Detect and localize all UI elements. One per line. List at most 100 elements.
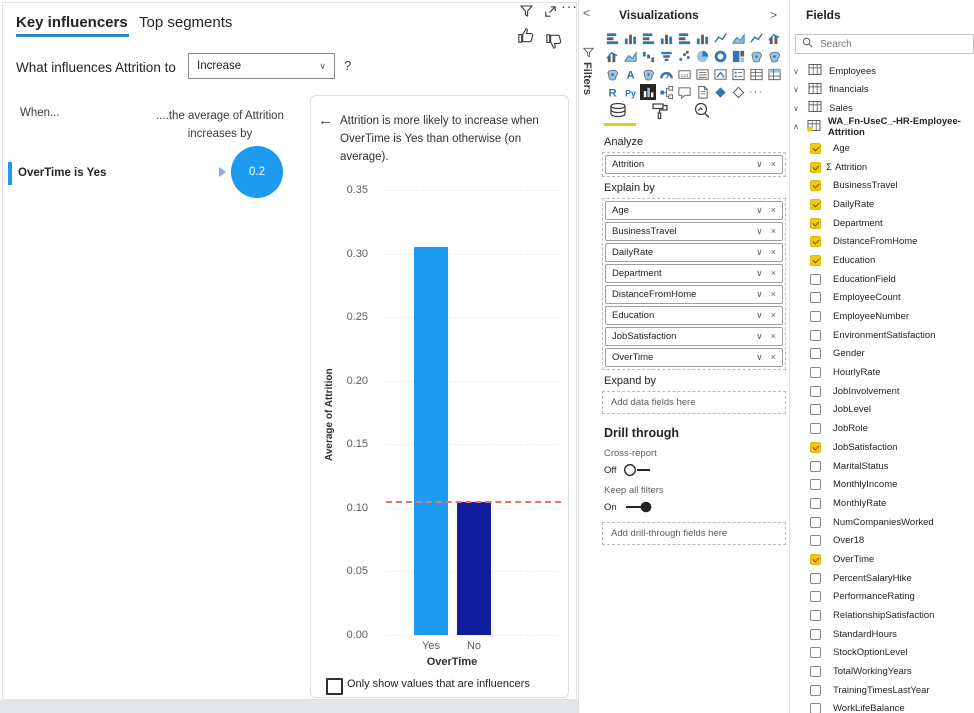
field-row[interactable]: BusinessTravel [790, 176, 974, 195]
q-and-a-icon[interactable] [676, 84, 692, 100]
chevron-down-icon[interactable]: ∨ [756, 331, 763, 341]
remove-field-icon[interactable]: × [770, 159, 776, 169]
unchecked-checkbox[interactable] [810, 460, 821, 472]
search-input[interactable] [818, 37, 942, 51]
fields-pane-tab[interactable] [608, 101, 628, 126]
more-options-icon[interactable]: ··· [749, 86, 763, 98]
cross-report-toggle[interactable]: Off [604, 463, 786, 477]
field-row[interactable]: OverTime [790, 550, 974, 569]
power-apps-icon[interactable] [712, 84, 728, 100]
funnel-chart-icon[interactable] [658, 48, 674, 64]
field-row[interactable]: PerformanceRating [790, 588, 974, 607]
tab-key-influencers[interactable]: Key influencers [16, 14, 128, 31]
unchecked-checkbox[interactable] [810, 535, 821, 547]
remove-field-icon[interactable]: × [770, 310, 776, 320]
unchecked-checkbox[interactable] [810, 647, 821, 659]
arcgis-map-icon[interactable] [640, 66, 656, 82]
unchecked-checkbox[interactable] [810, 703, 821, 713]
field-row[interactable]: MaritalStatus [790, 457, 974, 476]
chevron-down-icon[interactable]: ∨ [756, 226, 763, 236]
field-row[interactable]: MonthlyIncome [790, 475, 974, 494]
bar-no[interactable] [457, 501, 491, 635]
unchecked-checkbox[interactable] [810, 404, 821, 416]
checked-checkbox[interactable] [810, 441, 821, 453]
power-automate-icon[interactable] [730, 84, 746, 100]
matrix-icon[interactable] [766, 66, 782, 82]
back-arrow-icon[interactable]: ← [318, 112, 333, 129]
field-pill[interactable]: JobSatisfaction ∨ × [605, 327, 783, 346]
unchecked-checkbox[interactable] [810, 591, 821, 603]
pie-chart-icon[interactable] [694, 48, 710, 64]
expand-icon[interactable]: ∨ [793, 103, 799, 113]
field-row[interactable]: Department [790, 214, 974, 233]
table-row[interactable]: ∨ Sales [790, 99, 974, 118]
card-icon[interactable]: 123 [676, 66, 692, 82]
field-pill[interactable]: Age ∨ × [605, 201, 783, 220]
field-row[interactable]: HourlyRate [790, 363, 974, 382]
scatter-chart-icon[interactable] [676, 48, 692, 64]
unchecked-checkbox[interactable] [810, 572, 821, 584]
r-script-visual-icon[interactable]: R [604, 84, 620, 100]
key-influencers-icon[interactable] [640, 84, 656, 100]
more-options-icon[interactable]: ··· [561, 0, 578, 14]
filter-icon[interactable] [519, 4, 534, 24]
thumbs-up-icon[interactable] [516, 26, 535, 50]
field-pill[interactable]: BusinessTravel ∨ × [605, 222, 783, 241]
100-stacked-column-chart-icon[interactable] [694, 30, 710, 46]
checked-checkbox[interactable] [810, 198, 821, 210]
metric-dropdown[interactable]: Increase ∨ [188, 53, 335, 79]
field-row[interactable]: EmployeeCount [790, 289, 974, 308]
field-row[interactable]: DailyRate [790, 195, 974, 214]
field-row[interactable]: Education [790, 251, 974, 270]
remove-field-icon[interactable]: × [770, 289, 776, 299]
remove-field-icon[interactable]: × [770, 352, 776, 362]
chevron-down-icon[interactable]: ∨ [756, 352, 763, 362]
slicer-icon[interactable] [730, 66, 746, 82]
field-row[interactable]: RelationshipSatisfaction [790, 606, 974, 625]
field-row[interactable]: WorkLifeBalance [790, 700, 974, 713]
analytics-pane-tab[interactable] [692, 101, 712, 126]
kpi-icon[interactable] [712, 66, 728, 82]
azure-map-icon[interactable]: A [622, 66, 638, 82]
unchecked-checkbox[interactable] [810, 311, 821, 323]
donut-chart-icon[interactable] [712, 48, 728, 64]
unchecked-checkbox[interactable] [810, 273, 821, 285]
chevron-down-icon[interactable]: ∨ [756, 268, 763, 278]
expand-pane-icon[interactable]: > [770, 8, 778, 22]
keep-all-filters-toggle[interactable]: On [604, 500, 786, 514]
field-pill[interactable]: Department ∨ × [605, 264, 783, 283]
table-row[interactable]: ∧ WA_Fn-UseC_-HR-Employee-Attrition [790, 116, 974, 138]
chevron-down-icon[interactable]: ∨ [756, 247, 763, 257]
remove-field-icon[interactable]: × [770, 268, 776, 278]
drill-through-well[interactable]: Add drill-through fields here [602, 522, 786, 545]
unchecked-checkbox[interactable] [810, 628, 821, 640]
remove-field-icon[interactable]: × [770, 247, 776, 257]
influencer-label[interactable]: OverTime is Yes [18, 167, 107, 179]
field-pill[interactable]: DailyRate ∨ × [605, 243, 783, 262]
field-row[interactable]: TotalWorkingYears [790, 662, 974, 681]
shape-map-icon[interactable] [604, 66, 620, 82]
field-well[interactable]: Add data fields here [602, 391, 786, 414]
focus-mode-icon[interactable] [542, 4, 557, 24]
field-row[interactable]: EnvironmentSatisfaction [790, 326, 974, 345]
unchecked-checkbox[interactable] [810, 292, 821, 304]
table-row[interactable]: ∨ financials [790, 81, 974, 100]
expand-icon[interactable]: ∨ [793, 85, 799, 95]
checked-checkbox[interactable] [810, 180, 821, 192]
chevron-down-icon[interactable]: ∨ [756, 159, 763, 169]
treemap-icon[interactable] [730, 48, 746, 64]
field-row[interactable]: StandardHours [790, 625, 974, 644]
stacked-area-chart-icon[interactable] [748, 30, 764, 46]
gauge-icon[interactable] [658, 66, 674, 82]
line-and-clustered-column-chart-icon[interactable] [604, 48, 620, 64]
chevron-down-icon[interactable]: ∨ [756, 205, 763, 215]
field-pill[interactable]: Education ∨ × [605, 306, 783, 325]
unchecked-checkbox[interactable] [810, 497, 821, 509]
unchecked-checkbox[interactable] [810, 610, 821, 622]
only-influencers-checkbox[interactable] [326, 678, 343, 695]
remove-field-icon[interactable]: × [770, 331, 776, 341]
line-chart-icon[interactable] [712, 30, 728, 46]
field-row[interactable]: EducationField [790, 270, 974, 289]
unchecked-checkbox[interactable] [810, 348, 821, 360]
field-row[interactable]: JobSatisfaction [790, 438, 974, 457]
